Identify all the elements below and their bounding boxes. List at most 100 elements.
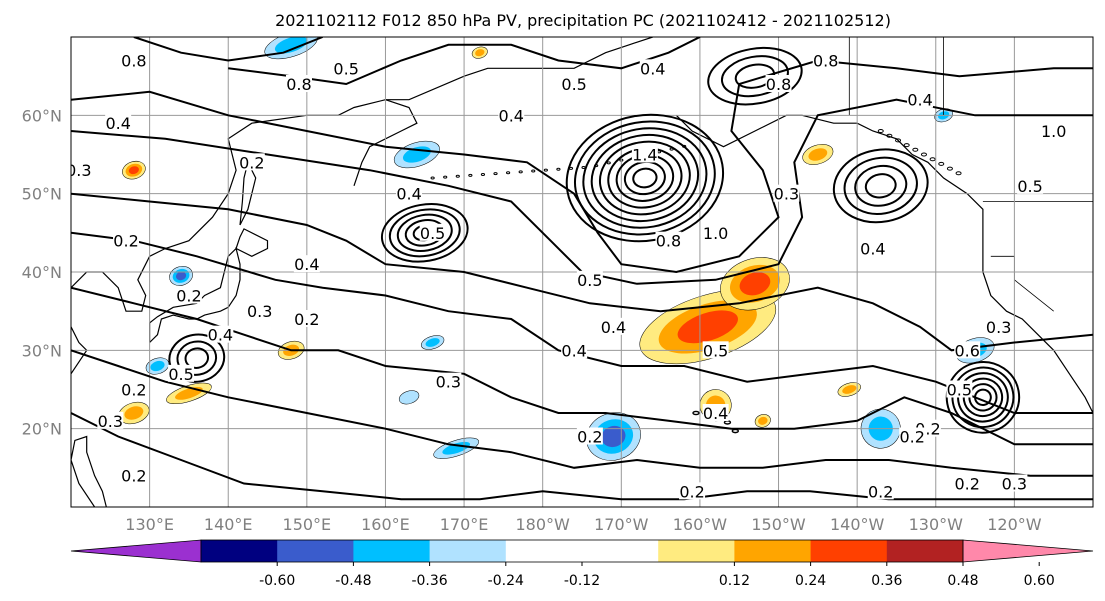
pv-contour-closed <box>573 120 716 236</box>
contour-label: 0.2 <box>176 287 201 306</box>
pv-contour-5 <box>71 349 1093 477</box>
aleutian-island <box>556 167 561 171</box>
contour-label-bg <box>985 317 1012 335</box>
lon-tick-label: 140°E <box>204 515 253 534</box>
lon-tick-label: 180°W <box>516 515 571 534</box>
lon-tick-label: 130°E <box>125 515 174 534</box>
aleutian-island <box>531 169 536 173</box>
contour-label: 0.6 <box>954 341 979 360</box>
colorbar-segment <box>277 540 354 562</box>
contour-label-bg <box>600 317 627 335</box>
lat-tick-label: 50°N <box>22 185 62 204</box>
aleutian-island <box>506 171 511 175</box>
pv-contour-closed <box>707 46 803 106</box>
lon-tick-label: 140°W <box>830 515 885 534</box>
contour-label: 0.3 <box>774 185 799 204</box>
pv-contour-8 <box>133 37 323 62</box>
precip-negative-region <box>150 360 165 372</box>
contour-label: 0.5 <box>333 59 358 78</box>
panhandle-island <box>938 161 945 166</box>
contour-label: 0.8 <box>656 232 681 251</box>
precip-negative-region <box>601 425 626 448</box>
pv-contours <box>71 37 1093 501</box>
contour-label-bg <box>954 474 981 492</box>
contour-label-bg <box>419 223 446 241</box>
contour-label: 0.2 <box>113 232 138 251</box>
pv-contour-closed <box>598 140 691 216</box>
pv-contour-closed <box>957 372 1009 423</box>
aleutian-island <box>443 175 448 179</box>
pv-contour-closed <box>864 173 897 199</box>
precip-positive-region <box>739 272 771 296</box>
contour-label-bg <box>238 153 265 171</box>
contour-label: 0.4 <box>601 318 626 337</box>
precip-positive-region <box>808 148 828 161</box>
contour-label-bg <box>207 325 234 343</box>
longitude-axis: 130°E 140°E 150°E 160°E 170°E 180°W 170°W 160°W… <box>125 515 1041 534</box>
colorbar-segment <box>886 540 964 562</box>
contour-label: 0.2 <box>294 310 319 329</box>
contour-label-bg <box>1017 176 1044 194</box>
contour-label: 0.8 <box>813 52 838 71</box>
lon-tick-label: 160°W <box>673 515 728 534</box>
contour-labels: 0.8 0.5 0.8 0.4 0.2 0.3 0.4 0.2 0.5 0.4 0.2 0.3 0.2 0… <box>66 51 1067 501</box>
contour-label: 0.4 <box>105 114 130 133</box>
contour-label-bg <box>576 270 603 288</box>
coastline-3 <box>71 326 88 375</box>
contour-label-bg <box>175 286 202 304</box>
pv-contour-closed <box>974 388 992 407</box>
contour-label-bg <box>702 404 729 421</box>
contour-label: 0.4 <box>294 255 319 274</box>
panhandle-island <box>886 133 893 138</box>
colorbar-tick-label: 0.48 <box>947 573 978 589</box>
colorbar-tick-label: -0.24 <box>488 573 524 589</box>
contour-label-bg <box>120 380 147 398</box>
pv-contour-closed <box>388 208 461 258</box>
pv-contour-closed <box>168 333 226 383</box>
contour-label-bg <box>97 411 124 429</box>
contour-label: 0.5 <box>168 365 193 384</box>
pv-contour-2 <box>71 192 1093 352</box>
contour-label: 0.4 <box>396 185 421 204</box>
contour-label: 0.2 <box>679 482 704 501</box>
coastline-1 <box>353 99 418 186</box>
contour-label-bg <box>561 341 588 359</box>
contour-label: 0.3 <box>66 161 91 180</box>
colorbar-tick-label: 0.12 <box>719 573 750 589</box>
lon-tick-label: 150°W <box>751 515 806 534</box>
colorbar-tick-label: -0.12 <box>564 573 600 589</box>
lat-tick-label: 40°N <box>22 263 62 282</box>
contour-label-bg <box>702 223 729 241</box>
precip-positive-region <box>124 406 144 420</box>
aleutian-island <box>455 174 460 178</box>
colorbar-tick-label: 0.36 <box>871 573 902 589</box>
panhandle-island <box>877 129 884 133</box>
lon-tick-label: 150°E <box>283 515 332 534</box>
pv-contour-closed <box>968 383 998 412</box>
aleutian-island <box>518 170 523 174</box>
contour-label: 0.4 <box>907 91 932 110</box>
lat-tick-label: 20°N <box>22 420 62 439</box>
lat-tick-label: 30°N <box>22 341 62 360</box>
lon-tick-label: 130°W <box>909 515 964 534</box>
map-frame <box>70 36 1094 508</box>
contour-label-bg <box>576 427 603 445</box>
panhandle-island <box>895 138 902 143</box>
colorbar-extend-high <box>962 539 1094 563</box>
colorbar-segment <box>429 540 507 562</box>
contour-label: 0.8 <box>121 52 146 71</box>
precip-positive-region <box>475 49 485 57</box>
aleutian-island <box>493 172 498 176</box>
contour-label-bg <box>333 59 360 77</box>
contour-label: 0.2 <box>899 428 924 447</box>
contour-label: 0.5 <box>561 75 586 94</box>
pv-contour-closed <box>396 213 453 252</box>
contour-label-bg <box>812 51 839 69</box>
hawaii-island <box>692 410 700 416</box>
contour-label: 1.4 <box>632 146 657 165</box>
pv-contour-closed <box>951 366 1015 429</box>
contour-label: 0.3 <box>247 302 272 321</box>
panhandle-island <box>912 147 919 152</box>
pv-contour-4 <box>71 286 1093 446</box>
contour-label: 0.3 <box>436 373 461 392</box>
